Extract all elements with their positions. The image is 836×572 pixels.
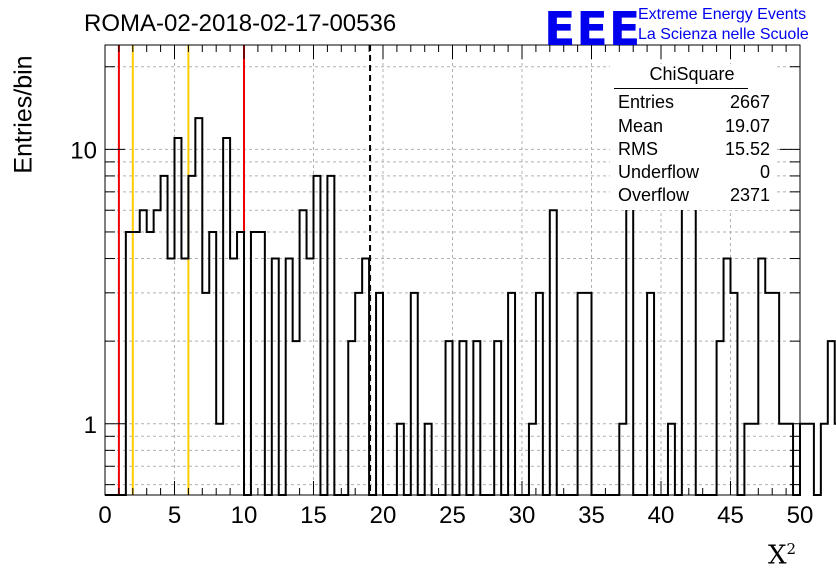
logo-line-1: Extreme Energy Events bbox=[638, 6, 807, 23]
x-tick-label: 50 bbox=[787, 502, 814, 529]
x-tick-label: 35 bbox=[578, 502, 605, 529]
stats-divider bbox=[614, 88, 748, 89]
chart-title: ROMA-02-2018-02-17-00536 bbox=[84, 10, 397, 37]
y-tick-label: 10 bbox=[70, 137, 97, 164]
x-tick-label: 20 bbox=[370, 502, 397, 529]
logo-line-2: La Scienza nelle Scuole bbox=[638, 26, 809, 43]
stats-row-rms: RMS 15.52 bbox=[618, 139, 770, 159]
grid-lines bbox=[105, 45, 800, 495]
stats-box: ChiSquare Entries 2667 Mean 19.07 RMS 15.52… bbox=[610, 64, 774, 210]
x-tick-label: 10 bbox=[231, 502, 258, 529]
y-axis-label: Entries/bin bbox=[9, 55, 38, 174]
stats-row-mean: Mean 19.07 bbox=[618, 116, 770, 136]
eee-logo: EEE bbox=[544, 2, 642, 56]
stats-row-entries: Entries 2667 bbox=[618, 92, 770, 112]
x-tick-label: 40 bbox=[648, 502, 675, 529]
x-tick-label: 15 bbox=[300, 502, 327, 529]
x-axis-label: X2 bbox=[768, 540, 797, 571]
x-tick-label: 30 bbox=[509, 502, 536, 529]
x-tick-label: 5 bbox=[168, 502, 181, 529]
tick-labels: 0 5 10 15 20 25 30 35 40 45 50 1 10 bbox=[70, 137, 813, 529]
x-tick-label: 45 bbox=[717, 502, 744, 529]
axes bbox=[104, 44, 801, 496]
stats-title: ChiSquare bbox=[649, 64, 735, 84]
x-tick-label: 0 bbox=[98, 502, 111, 529]
stats-row-overflow: Overflow 2371 bbox=[618, 185, 770, 205]
x-tick-label: 25 bbox=[439, 502, 466, 529]
y-tick-label: 1 bbox=[84, 412, 97, 439]
stats-row-underflow: Underflow 0 bbox=[618, 162, 770, 182]
